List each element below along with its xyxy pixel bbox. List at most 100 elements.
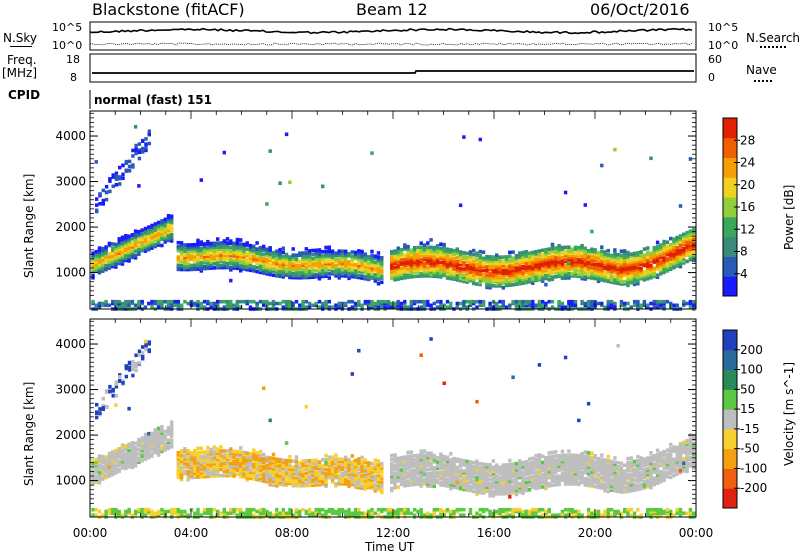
- heatmap-cell: [114, 511, 118, 516]
- heatmap-cell: [577, 262, 581, 266]
- heatmap-cell: [258, 458, 263, 462]
- heatmap-cell: [334, 461, 338, 466]
- heatmap-cell: [176, 245, 180, 249]
- heatmap-cell: [140, 228, 144, 232]
- heatmap-cell: [179, 457, 184, 461]
- nsky-tick-top: 10^5: [52, 21, 83, 34]
- heatmap-cell: [367, 481, 371, 486]
- heatmap-cell: [593, 266, 597, 271]
- heatmap-cell: [527, 278, 532, 282]
- heatmap-cell: [439, 475, 443, 479]
- heatmap-cell: [107, 474, 112, 478]
- heatmap-cell: [458, 484, 463, 489]
- heatmap-cell: [304, 483, 308, 488]
- heatmap-cell: [104, 257, 108, 262]
- heatmap-cell: [590, 261, 594, 266]
- heatmap-cell: [393, 273, 397, 278]
- heatmap-cell: [209, 472, 213, 476]
- heatmap-cell: [396, 267, 400, 271]
- heatmap-cell: [609, 257, 614, 262]
- heatmap-cell: [340, 475, 345, 480]
- heatmap-cell: [166, 446, 171, 451]
- heatmap-cell: [222, 259, 226, 264]
- heatmap-cell: [314, 269, 318, 273]
- heatmap-cell: [137, 252, 141, 256]
- heatmap-cell: [160, 231, 164, 235]
- heatmap-cell: [111, 173, 115, 177]
- date-title: 06/Oct/2016: [590, 0, 690, 19]
- heatmap-cell: [534, 305, 538, 309]
- heatmap-cell: [294, 483, 299, 488]
- heatmap-cell: [252, 475, 256, 479]
- heatmap-cell: [327, 471, 331, 476]
- heatmap-cell: [255, 265, 259, 270]
- heatmap-cell: [350, 472, 354, 477]
- heatmap-cell: [199, 256, 203, 261]
- heatmap-cell: [196, 446, 200, 451]
- heatmap-cell: [678, 262, 683, 267]
- heatmap-cell: [337, 301, 341, 306]
- heatmap-cell: [114, 467, 118, 471]
- heatmap-cell: [672, 251, 676, 256]
- heatmap-cell: [317, 258, 322, 263]
- heatmap-cell: [120, 453, 125, 458]
- heatmap-cell: [376, 479, 381, 484]
- y-tick-label: 1000: [55, 266, 86, 280]
- heatmap-cell: [229, 451, 233, 455]
- heatmap-cell: [219, 453, 223, 457]
- heatmap-cell: [140, 232, 144, 236]
- heatmap-cell: [550, 299, 555, 304]
- heatmap-cell: [616, 263, 620, 267]
- heatmap-cell: [166, 214, 171, 218]
- heatmap-cell: [176, 471, 180, 476]
- heatmap-cell: [94, 513, 98, 517]
- heatmap-cell: [268, 476, 272, 481]
- heatmap-cell: [619, 278, 624, 282]
- heatmap-cell: [550, 250, 555, 255]
- heatmap-cell: [124, 234, 128, 238]
- heatmap-cell: [478, 472, 482, 476]
- heatmap-cell: [104, 265, 108, 270]
- heatmap-cell: [619, 274, 624, 278]
- heatmap-cell: [107, 262, 112, 266]
- heatmap-cell: [288, 261, 292, 265]
- heatmap-cell: [248, 262, 253, 266]
- heatmap-cell: [524, 250, 528, 254]
- heatmap-cell: [465, 274, 469, 278]
- heatmap-cell: [350, 270, 354, 275]
- heatmap-cell: [603, 264, 607, 269]
- heatmap-cell: [114, 171, 119, 176]
- heatmap-cell: [406, 273, 410, 277]
- heatmap-cell: [225, 463, 230, 468]
- heatmap-cell: [511, 274, 515, 279]
- heatmap-cell: [406, 465, 410, 469]
- heatmap-cell: [117, 241, 121, 245]
- heatmap-cell: [199, 267, 203, 271]
- heatmap-cell: [458, 478, 463, 483]
- heatmap-cell: [468, 460, 473, 464]
- heatmap-cell: [376, 261, 381, 265]
- heatmap-cell: [429, 453, 433, 458]
- heatmap-cell: [298, 267, 302, 272]
- heatmap-cell: [685, 301, 689, 306]
- heatmap-cell: [209, 455, 213, 460]
- heatmap-cell: [143, 249, 148, 253]
- heatmap-cell: [166, 442, 171, 447]
- heatmap-cell: [649, 253, 653, 257]
- heatmap-cell: [390, 468, 394, 472]
- heatmap-cell: [245, 513, 249, 517]
- heatmap-cell: [373, 478, 377, 483]
- heatmap-cell: [678, 240, 683, 244]
- heatmap-cell: [101, 301, 105, 306]
- heatmap-cell: [478, 474, 482, 478]
- heatmap-cell: [288, 481, 292, 486]
- heatmap-cell: [577, 245, 581, 250]
- heatmap-cell: [140, 240, 144, 245]
- heatmap-cell: [268, 511, 272, 516]
- heatmap-cell: [399, 464, 404, 468]
- heatmap-cell: [422, 261, 427, 266]
- heatmap-cell: [120, 443, 125, 448]
- heatmap-cell: [665, 258, 670, 263]
- heatmap-cell: [91, 259, 95, 264]
- heatmap-cell: [252, 471, 256, 475]
